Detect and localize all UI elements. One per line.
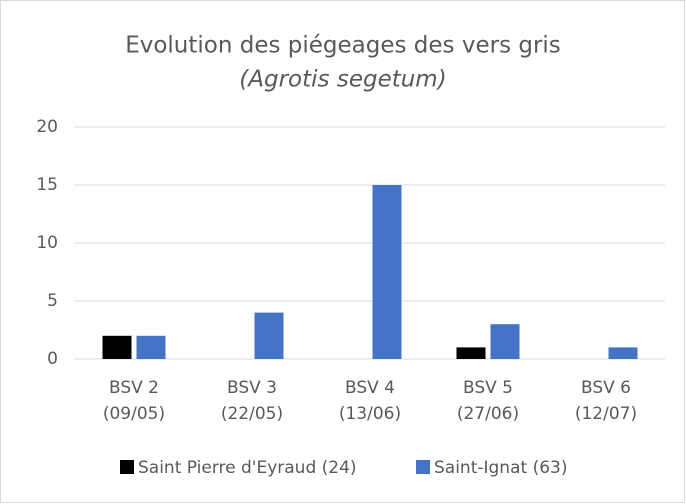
bar (102, 335, 132, 359)
x-tick-label: BSV 2 (109, 378, 159, 398)
legend-label: Saint-Ignat (63) (434, 458, 567, 478)
legend-label: Saint Pierre d'Eyraud (24) (138, 458, 357, 478)
x-tick-label: (12/07) (575, 404, 637, 424)
chart-subtitle: (Agrotis segetum) (239, 67, 446, 93)
x-tick-label: BSV 3 (227, 378, 277, 398)
x-tick-label: BSV 4 (345, 378, 395, 398)
bar (372, 185, 402, 359)
bar (136, 335, 166, 359)
y-tick-label: 10 (36, 233, 58, 253)
x-tick-label: (09/05) (103, 404, 165, 424)
legend-swatch (416, 460, 430, 474)
x-tick-label: BSV 6 (581, 378, 631, 398)
chart-title: Evolution des piégeages des vers gris (125, 33, 561, 59)
y-tick-label: 20 (36, 117, 58, 137)
x-tick-label: (22/05) (221, 404, 283, 424)
bar (608, 347, 638, 359)
y-tick-label: 5 (47, 291, 58, 311)
y-tick-label: 15 (36, 175, 58, 195)
y-tick-label: 0 (47, 349, 58, 369)
x-tick-label: BSV 5 (463, 378, 513, 398)
legend-swatch (120, 460, 134, 474)
bar (456, 347, 486, 359)
x-tick-label: (27/06) (457, 404, 519, 424)
bar (490, 324, 520, 359)
bar (254, 312, 284, 359)
x-tick-label: (13/06) (339, 404, 401, 424)
